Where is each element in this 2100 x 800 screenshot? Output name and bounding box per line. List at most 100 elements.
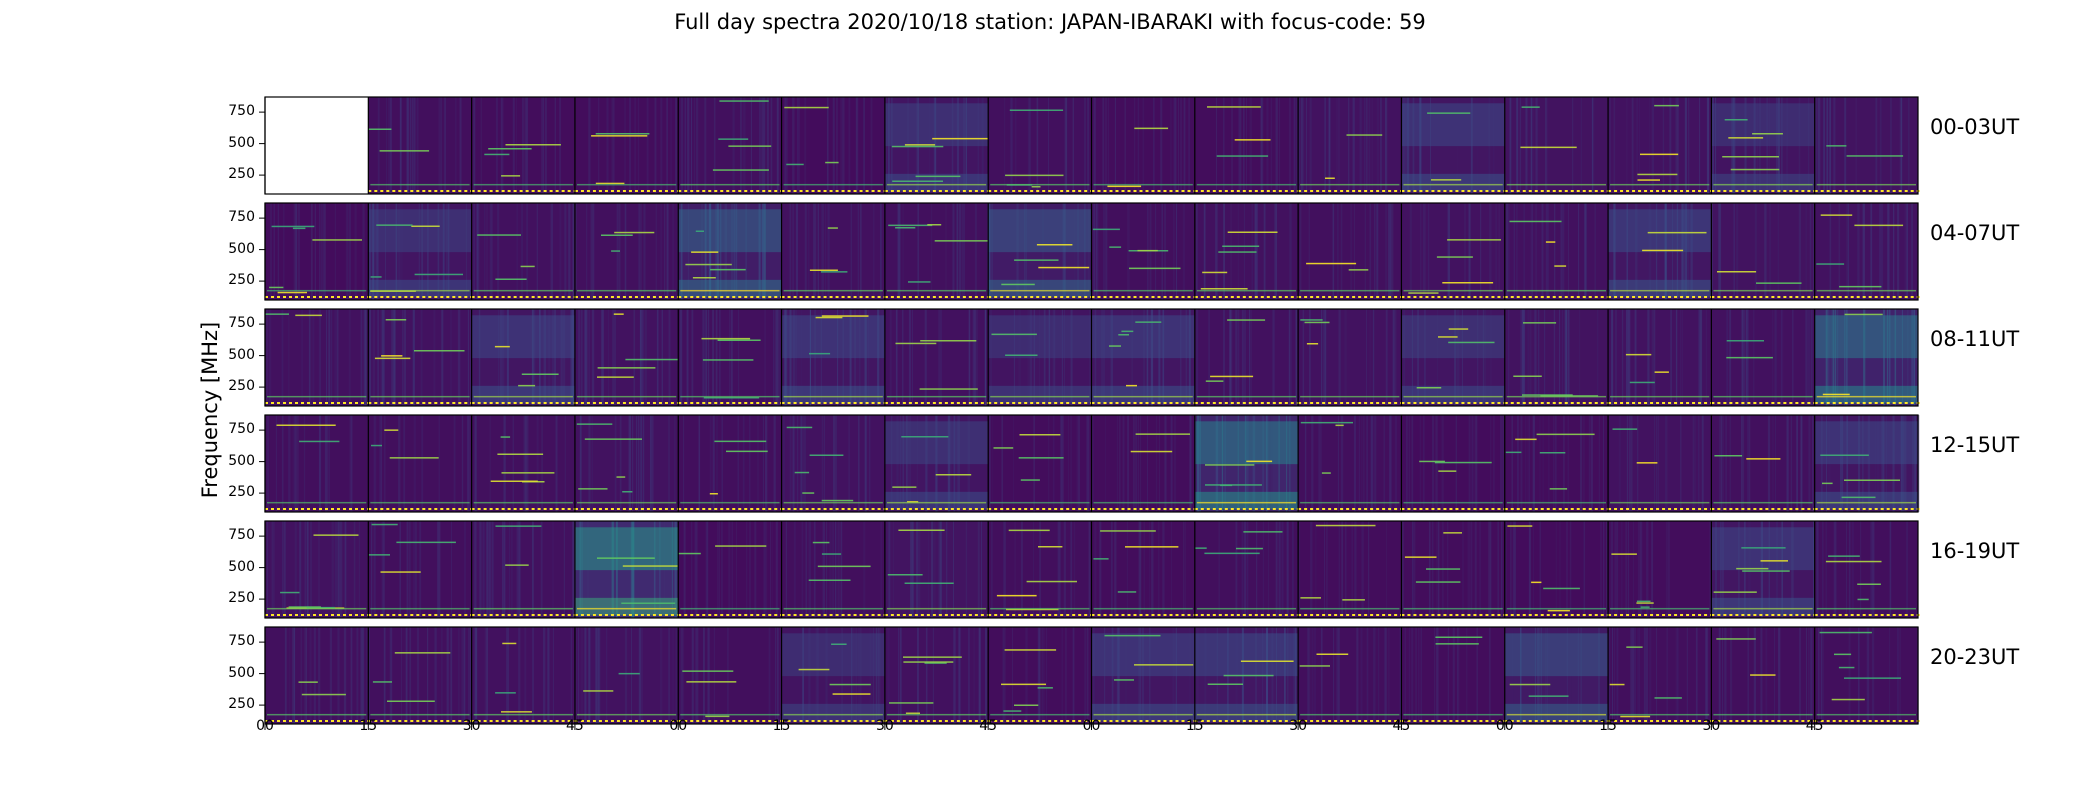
calibration-dash (446, 614, 450, 616)
low-freq-line (1300, 607, 1400, 610)
rfi-line (920, 340, 977, 342)
spectrum-panel (1297, 309, 1404, 406)
calibration-dash (1163, 402, 1167, 404)
calibration-dash (416, 190, 420, 192)
calibration-dash (374, 402, 378, 404)
calibration-dash (1674, 614, 1678, 616)
calibration-dash (944, 296, 948, 298)
calibration-dash (1910, 296, 1914, 298)
calibration-dash (652, 296, 656, 298)
time-streak (579, 415, 582, 512)
calibration-dash (750, 296, 754, 298)
calibration-dash (762, 720, 766, 722)
calibration-dash (1540, 614, 1544, 616)
calibration-dash (1838, 402, 1842, 404)
rfi-line (505, 564, 529, 566)
time-streak (1275, 521, 1278, 618)
time-streak (1350, 203, 1352, 300)
calibration-dash (1795, 296, 1799, 298)
calibration-dash (1322, 402, 1326, 404)
calibration-dash (325, 296, 328, 298)
time-streak (783, 415, 785, 512)
calibration-dash (519, 402, 523, 404)
calibration-dash (277, 508, 280, 510)
rfi-line (495, 692, 516, 694)
calibration-dash (1801, 190, 1805, 192)
calibration-dash (1328, 190, 1332, 192)
rfi-line (601, 234, 633, 236)
calibration-dash (871, 614, 875, 616)
calibration-dash (1224, 190, 1228, 192)
time-streak (1173, 415, 1177, 512)
calibration-dash (580, 614, 584, 616)
calibration-dash (988, 720, 992, 722)
time-streak (444, 97, 446, 194)
time-streak (450, 309, 452, 406)
rfi-line (1121, 330, 1134, 333)
calibration-dash (1242, 614, 1246, 616)
time-streak (1705, 309, 1708, 406)
calibration-dash (1272, 190, 1276, 192)
time-streak (1223, 97, 1225, 194)
calibration-dash (1534, 614, 1538, 616)
time-streak (1533, 521, 1534, 618)
calibration-dash (726, 720, 730, 722)
low-freq-line (473, 183, 573, 186)
calibration-dash (1042, 720, 1046, 722)
calibration-dash (1807, 614, 1811, 616)
time-streak (584, 627, 587, 724)
calibration-dash (567, 720, 571, 722)
time-streak (789, 203, 792, 300)
calibration-dash (616, 402, 620, 404)
calibration-dash (1006, 720, 1010, 722)
calibration-dash (1272, 402, 1276, 404)
calibration-dash (1747, 508, 1751, 510)
rfi-line (1505, 451, 1522, 454)
calibration-dash (1346, 402, 1350, 404)
rfi-line (1435, 643, 1479, 645)
calibration-dash (1254, 720, 1258, 722)
calibration-dash (1534, 402, 1538, 404)
calibration-dash (283, 402, 286, 404)
calibration-dash (1072, 720, 1076, 722)
calibration-dash (1558, 614, 1562, 616)
rfi-line (1227, 231, 1278, 233)
calibration-dash (1600, 402, 1604, 404)
time-streak (687, 97, 690, 194)
time-streak (606, 627, 608, 724)
time-streak (536, 415, 539, 512)
low-freq-line (886, 501, 987, 504)
calibration-dash (1789, 720, 1793, 722)
calibration-dash (1777, 296, 1781, 298)
calibration-dash (1340, 508, 1344, 510)
time-streak (958, 203, 962, 300)
calibration-dash (1735, 508, 1739, 510)
time-streak (362, 203, 365, 300)
calibration-dash (1680, 402, 1684, 404)
spectrum-panel (677, 203, 784, 300)
calibration-dash (1139, 190, 1143, 192)
calibration-dash (586, 190, 590, 192)
low-freq-line (1610, 607, 1710, 610)
time-streak (773, 309, 774, 406)
calibration-dash (507, 720, 511, 722)
spectrum-panel (1504, 627, 1610, 724)
time-streak (486, 521, 489, 618)
time-streak (911, 309, 913, 406)
calibration-dash (1066, 296, 1070, 298)
spectrum-panel (1400, 521, 1507, 618)
calibration-dash (1594, 720, 1598, 722)
rfi-line (477, 234, 521, 236)
calibration-dash (1322, 190, 1326, 192)
calibration-dash (289, 402, 292, 404)
calibration-dash (1407, 614, 1411, 616)
calibration-dash (1278, 508, 1282, 510)
time-streak (329, 627, 332, 724)
time-streak (1777, 203, 1779, 300)
calibration-dash (592, 508, 596, 510)
calibration-dash (1717, 614, 1721, 616)
rfi-line (1431, 179, 1462, 181)
panel-background (368, 627, 472, 724)
time-streak (858, 415, 860, 512)
calibration-dash (1121, 402, 1125, 404)
